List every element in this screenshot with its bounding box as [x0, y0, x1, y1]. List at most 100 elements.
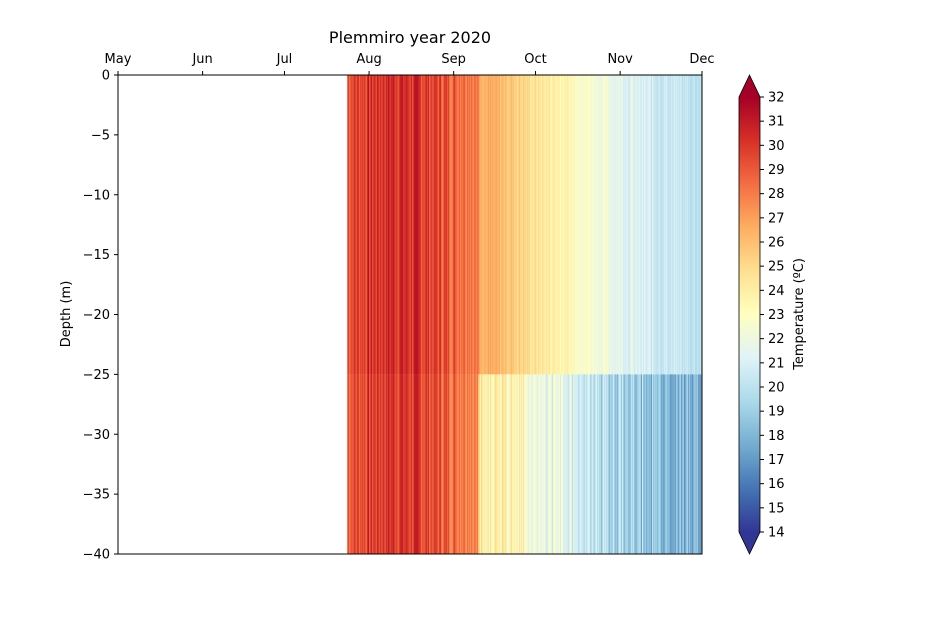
heatmap-cell [351, 374, 354, 554]
heatmap-cell [425, 75, 427, 375]
heatmap-cell [597, 374, 599, 554]
heatmap-cell [671, 374, 673, 554]
y-tick-label: 0 [102, 69, 110, 84]
heatmap-cell [359, 374, 361, 554]
heatmap-cell [601, 374, 603, 554]
heatmap-cell [633, 374, 636, 554]
heatmap-cell [378, 75, 380, 375]
heatmap-cell [669, 374, 671, 554]
heatmap-cell [508, 75, 510, 375]
heatmap-cell [697, 75, 699, 375]
heatmap-cell [520, 75, 523, 375]
heatmap-cell [450, 374, 452, 554]
x-tick-label: May [105, 52, 132, 67]
heatmap-cell [562, 374, 565, 554]
heatmap-cell [640, 374, 642, 554]
heatmap-cell [626, 75, 629, 375]
heatmap-cell [424, 374, 427, 554]
heatmap-cell [551, 75, 554, 375]
heatmap-cell [435, 75, 437, 375]
heatmap-cell [495, 75, 498, 375]
heatmap-cell [685, 75, 688, 375]
heatmap-cell [393, 75, 396, 375]
heatmap-cell [446, 374, 448, 554]
x-tick-label: Aug [356, 52, 381, 67]
heatmap-cell [618, 374, 620, 554]
heatmap-cell [548, 374, 550, 554]
heatmap-cell [588, 75, 590, 375]
heatmap-cell [684, 374, 687, 554]
heatmap-cell [692, 75, 695, 375]
heatmap-cell [454, 374, 457, 554]
heatmap-cell [583, 75, 586, 375]
heatmap-cell [460, 75, 463, 375]
heatmap-cell [549, 75, 551, 375]
heatmap-cell [645, 374, 648, 554]
heatmap-cell [396, 75, 398, 375]
heatmap-cell [566, 374, 568, 554]
heatmap-cell [696, 75, 699, 375]
heatmap-cell [554, 75, 557, 375]
heatmap-cell [601, 374, 604, 554]
heatmap-cell [513, 75, 516, 375]
heatmap-cell [437, 374, 439, 554]
heatmap-cell [614, 75, 617, 375]
x-tick-label: Sep [441, 52, 466, 67]
heatmap-cell [395, 75, 397, 375]
heatmap-cell [679, 75, 681, 375]
heatmap-cell [577, 374, 579, 554]
heatmap-cell [400, 374, 403, 554]
heatmap-cell [442, 75, 445, 375]
heatmap-cell [372, 75, 375, 375]
heatmap-cell [596, 374, 598, 554]
heatmap-cell [524, 75, 527, 375]
heatmap-cell [404, 75, 407, 375]
heatmap-cell [468, 374, 470, 554]
heatmap-cell [562, 75, 565, 375]
heatmap-cell [561, 75, 563, 375]
heatmap-cell [481, 374, 484, 554]
heatmap-cell [457, 75, 459, 375]
heatmap-cell [670, 374, 672, 554]
heatmap-cell [629, 75, 631, 375]
heatmap-cell [567, 374, 569, 554]
colorbar-tick-label: 21 [768, 356, 785, 371]
heatmap-cell [567, 75, 569, 375]
heatmap-cell [458, 374, 460, 554]
heatmap-cell [528, 75, 530, 375]
heatmap-cell [441, 75, 444, 375]
plot-area [347, 75, 702, 554]
heatmap-cell [700, 75, 702, 375]
heatmap-cell [394, 374, 397, 554]
heatmap-cell [546, 75, 548, 375]
heatmap-cell [680, 374, 682, 554]
heatmap-cell [526, 374, 528, 554]
heatmap-cell [664, 374, 667, 554]
heatmap-cell [386, 75, 388, 375]
heatmap-cell [363, 374, 366, 554]
heatmap-cell [691, 374, 694, 554]
heatmap-cell [409, 75, 411, 375]
x-tick-label: Oct [524, 52, 546, 67]
heatmap-cell [658, 374, 660, 554]
heatmap-cell [665, 374, 668, 554]
heatmap-cell [397, 374, 399, 554]
heatmap-cell [652, 374, 655, 554]
heatmap-cell [406, 75, 408, 375]
heatmap-cell [617, 75, 619, 375]
heatmap-cell [490, 374, 493, 554]
heatmap-cell [593, 374, 596, 554]
heatmap-cell [647, 374, 649, 554]
heatmap-cell [615, 374, 618, 554]
heatmap-cell [578, 374, 580, 554]
heatmap-cell [352, 75, 355, 375]
heatmap-cell [570, 75, 572, 375]
heatmap-cell [643, 75, 646, 375]
heatmap-cell [350, 75, 353, 375]
heatmap-cell [379, 374, 381, 554]
heatmap-cell [579, 75, 581, 375]
heatmap-cell [641, 374, 644, 554]
heatmap-cell [628, 75, 630, 375]
heatmap-cell [460, 374, 463, 554]
heatmap-cell [461, 75, 464, 375]
